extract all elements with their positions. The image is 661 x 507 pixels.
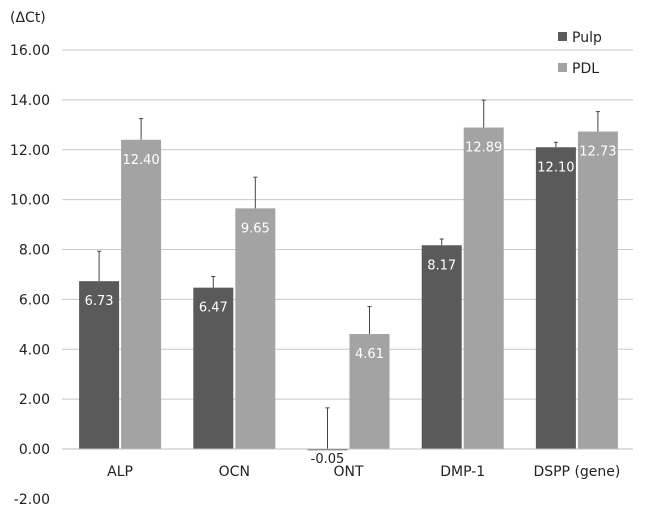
y-axis-label: (ΔCt) [10, 10, 46, 26]
legend: Pulp PDL [558, 30, 602, 77]
data-label: -0.05 [311, 452, 345, 467]
y-tick-label: 10.00 [10, 193, 50, 209]
y-tick-label: 4.00 [19, 342, 50, 358]
y-tick-label: 16.00 [10, 43, 50, 59]
x-axis-categories: ALP OCN ONT DMP-1 DSPP (gene) [107, 464, 620, 480]
bar-pdl [235, 208, 276, 449]
bar-pdl [463, 127, 504, 449]
legend-swatch-pdl [558, 63, 567, 72]
data-label: 6.73 [85, 294, 114, 309]
data-label: 4.61 [355, 347, 384, 362]
x-category-label: DMP-1 [440, 464, 485, 480]
legend-label-pulp: Pulp [572, 30, 602, 46]
x-category-label: ONT [333, 464, 363, 480]
legend-label-pdl: PDL [572, 61, 599, 77]
error-bars [97, 99, 600, 449]
y-tick-label: 2.00 [19, 392, 50, 408]
data-label: 12.40 [122, 153, 159, 168]
bar-pdl [349, 334, 390, 449]
legend-swatch-pulp [558, 32, 567, 41]
data-labels: 6.73 12.40 6.47 9.65 -0.05 4.61 8.17 12.89 12.10… [85, 141, 617, 467]
x-category-label: ALP [107, 464, 133, 480]
data-label: 12.89 [465, 141, 502, 156]
data-label: 12.10 [537, 160, 574, 175]
bar-pulp [79, 281, 120, 449]
x-category-label: DSPP (gene) [533, 464, 620, 480]
y-tick-label: 0.00 [19, 442, 50, 458]
data-label: 6.47 [199, 301, 228, 316]
x-category-label: OCN [219, 464, 250, 480]
y-axis-ticks: 16.00 14.00 12.00 10.00 8.00 6.00 4.00 2.00 0.00… [10, 43, 50, 507]
data-label: 8.17 [427, 258, 456, 273]
y-tick-label: 12.00 [10, 143, 50, 159]
bars [79, 127, 618, 451]
bar-pulp [193, 287, 234, 449]
bar-pulp [421, 245, 462, 449]
bar-pulp [307, 449, 348, 451]
y-tick-label: 8.00 [19, 243, 50, 259]
bar-pdl [121, 139, 162, 449]
y-tick-label: 6.00 [19, 292, 50, 308]
y-tick-label: 14.00 [10, 93, 50, 109]
y-tick-label: -2.00 [14, 492, 50, 507]
data-label: 12.73 [579, 145, 616, 160]
bar-pdl [577, 131, 618, 449]
bar-pulp [535, 147, 576, 449]
data-label: 9.65 [241, 221, 270, 236]
